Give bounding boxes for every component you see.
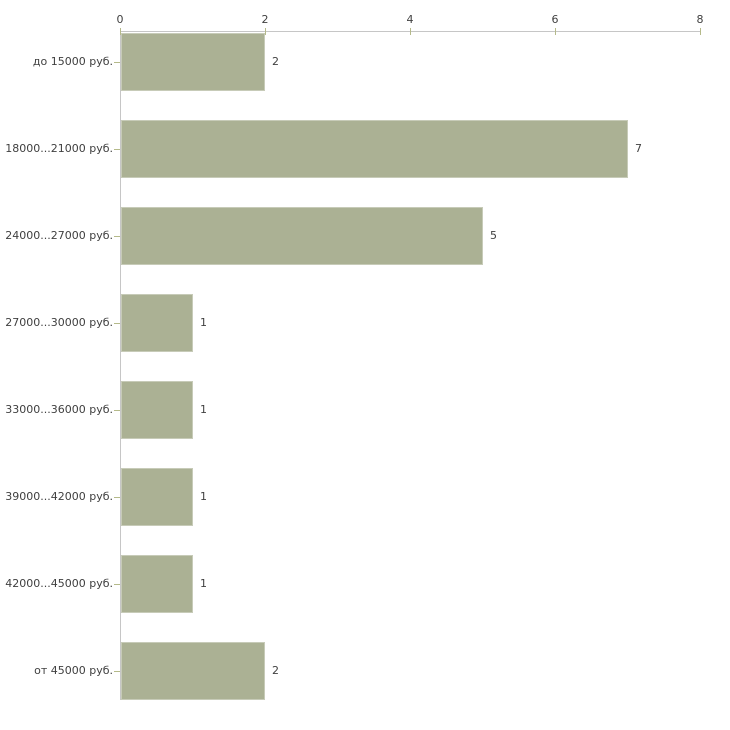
y-axis-tick-mark — [114, 671, 120, 672]
y-axis-tick-mark — [114, 149, 120, 150]
bar-row: 39000...42000 руб. 1 — [0, 468, 730, 526]
x-axis-tick-label: 6 — [551, 13, 559, 26]
bar — [121, 381, 193, 439]
bar — [121, 555, 193, 613]
bar-value-label: 7 — [635, 142, 642, 155]
category-label: 18000...21000 руб. — [5, 142, 113, 155]
category-label: 39000...42000 руб. — [5, 490, 113, 503]
y-axis-line — [120, 31, 121, 700]
bar — [121, 294, 193, 352]
bar-row: 42000...45000 руб. 1 — [0, 555, 730, 613]
category-label: 24000...27000 руб. — [5, 229, 113, 242]
x-axis-tick-mark — [555, 28, 556, 35]
bar-row: 27000...30000 руб. 1 — [0, 294, 730, 352]
category-label: до 15000 руб. — [32, 55, 113, 68]
bar-value-label: 1 — [200, 577, 207, 590]
bar-value-label: 2 — [272, 55, 279, 68]
bar — [121, 120, 628, 178]
category-label: 33000...36000 руб. — [5, 403, 113, 416]
bar-row: 33000...36000 руб. 1 — [0, 381, 730, 439]
x-axis-tick-mark — [410, 28, 411, 35]
x-axis-tick-label: 0 — [116, 13, 124, 26]
y-axis-tick-mark — [114, 236, 120, 237]
y-axis-tick-mark — [114, 410, 120, 411]
bar-value-label: 1 — [200, 490, 207, 503]
category-label: от 45000 руб. — [34, 664, 113, 677]
bar-value-label: 2 — [272, 664, 279, 677]
category-label: 42000...45000 руб. — [5, 577, 113, 590]
x-axis-tick-mark — [700, 28, 701, 35]
x-axis-tick-mark — [120, 28, 121, 35]
x-axis-tick-label: 2 — [261, 13, 269, 26]
x-axis-tick-label: 8 — [696, 13, 704, 26]
x-axis-tick-label: 4 — [406, 13, 414, 26]
bar — [121, 33, 265, 91]
bar-row: 18000...21000 руб. 7 — [0, 120, 730, 178]
bar-row: от 45000 руб. 2 — [0, 642, 730, 700]
bar-row: 24000...27000 руб. 5 — [0, 207, 730, 265]
y-axis-tick-mark — [114, 497, 120, 498]
bar-value-label: 1 — [200, 403, 207, 416]
x-axis-tick-mark — [265, 28, 266, 35]
y-axis-tick-mark — [114, 62, 120, 63]
bar — [121, 468, 193, 526]
bar — [121, 642, 265, 700]
bar-value-label: 5 — [490, 229, 497, 242]
category-label: 27000...30000 руб. — [5, 316, 113, 329]
y-axis-tick-mark — [114, 323, 120, 324]
bar-row: до 15000 руб. 2 — [0, 33, 730, 91]
bar — [121, 207, 483, 265]
bar-value-label: 1 — [200, 316, 207, 329]
y-axis-tick-mark — [114, 584, 120, 585]
